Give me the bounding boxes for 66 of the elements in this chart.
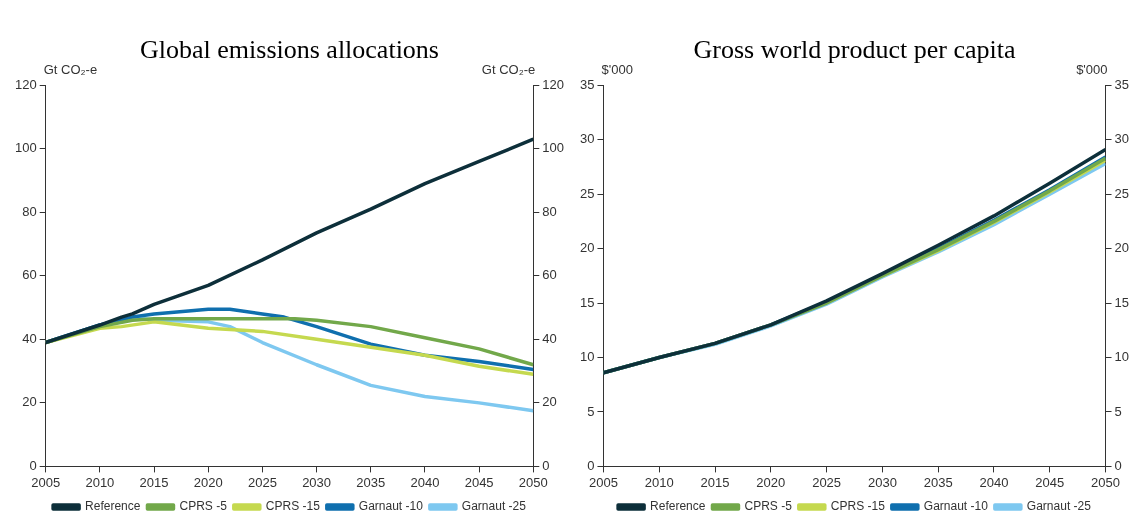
y2-tick-label: 40 (542, 330, 557, 346)
y-tick-label: 35 (579, 76, 595, 92)
x-tick-label: 2025 (812, 474, 842, 490)
legend-label: CPRS -5 (744, 499, 793, 514)
x-tick-label: 2025 (247, 474, 277, 490)
y2-axis-title: $'000 (1076, 62, 1108, 78)
legend-label: Reference (650, 499, 706, 514)
y-tick-label: 20 (579, 240, 595, 256)
y2-tick-label: 20 (542, 394, 557, 410)
y2-tick-label: 10 (1114, 349, 1130, 365)
y2-tick-label: 5 (1114, 403, 1122, 419)
x-tick-label: 2040 (979, 474, 1009, 490)
x-tick-label: 2045 (464, 474, 494, 490)
x-tick-label: 2020 (193, 474, 223, 490)
x-tick-label: 2030 (302, 474, 332, 490)
x-tick-label: 2045 (1035, 474, 1065, 490)
y2-tick-label: 120 (542, 76, 565, 92)
x-tick-label: 2035 (923, 474, 953, 490)
x-tick-label: 2010 (644, 474, 674, 490)
chart-title: Gross world product per capita (693, 35, 1016, 65)
y2-tick-label: 25 (1114, 185, 1130, 201)
y-tick-label: 15 (579, 294, 595, 310)
y-tick-label: 60 (22, 267, 37, 283)
legend-label: Garnaut -25 (461, 499, 527, 514)
y2-tick-label: 60 (542, 267, 557, 283)
y-tick-label: 0 (29, 457, 37, 473)
y-tick-label: 120 (14, 76, 37, 92)
y2-tick-label: 15 (1114, 294, 1130, 310)
y2-tick-label: 0 (1114, 457, 1122, 473)
legend-label: Garnaut -10 (923, 499, 989, 514)
y2-tick-label: 100 (542, 140, 565, 156)
legend-label: Reference (85, 499, 141, 514)
x-tick-label: 2020 (756, 474, 786, 490)
y2-tick-label: 20 (1114, 240, 1130, 256)
y-axis-title: $'000 (601, 62, 633, 78)
x-tick-label: 2005 (31, 474, 61, 490)
x-tick-label: 2015 (700, 474, 730, 490)
y-tick-label: 10 (579, 349, 595, 365)
legend-label: Garnaut -10 (358, 499, 424, 514)
legend-label: CPRS -15 (265, 499, 321, 514)
y-tick-label: 80 (22, 203, 37, 219)
x-tick-label: 2050 (1091, 474, 1120, 490)
x-tick-label: 2040 (410, 474, 440, 490)
x-tick-label: 2050 (518, 474, 548, 490)
x-tick-label: 2035 (356, 474, 386, 490)
legend-label: Garnaut -25 (1026, 499, 1092, 514)
legend-label: CPRS -15 (830, 499, 886, 514)
y-tick-label: 25 (579, 185, 595, 201)
y2-tick-label: 30 (1114, 131, 1130, 147)
y-tick-label: 30 (579, 131, 595, 147)
x-tick-label: 2030 (867, 474, 897, 490)
y2-axis-title: Gt CO₂-e (481, 62, 536, 78)
y-tick-label: 100 (14, 140, 37, 156)
y2-tick-label: 80 (542, 203, 557, 219)
y-tick-label: 0 (587, 457, 595, 473)
y-tick-label: 20 (22, 394, 37, 410)
x-tick-label: 2015 (139, 474, 169, 490)
legend-label: CPRS -5 (179, 499, 228, 514)
y2-tick-label: 0 (542, 457, 550, 473)
y-axis-title: Gt CO₂-e (43, 62, 98, 78)
x-tick-label: 2010 (85, 474, 115, 490)
chart-title: Global emissions allocations (140, 35, 439, 65)
y2-tick-label: 35 (1114, 76, 1130, 92)
y-tick-label: 40 (22, 330, 37, 346)
x-tick-label: 2005 (589, 474, 618, 490)
y-tick-label: 5 (587, 403, 595, 419)
